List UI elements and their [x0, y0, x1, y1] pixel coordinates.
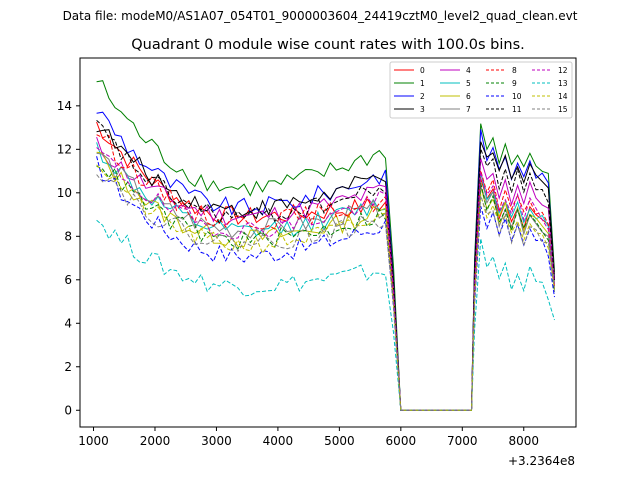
legend-label-4: 4	[466, 66, 471, 75]
series-line-15	[96, 174, 555, 411]
legend-label-11: 11	[512, 105, 522, 114]
x-tick-label: 4000	[263, 434, 294, 448]
y-tick-label: 6	[64, 273, 72, 287]
legend-label-0: 0	[420, 66, 425, 75]
legend-label-13: 13	[558, 79, 568, 88]
y-axis: 0 2 4 6 8 10 12 14	[57, 99, 80, 417]
legend-label-10: 10	[512, 92, 522, 101]
x-tick-label: 6000	[386, 434, 417, 448]
series-line-3	[96, 129, 555, 411]
x-tick-label: 1000	[78, 434, 109, 448]
plot-lines	[96, 80, 555, 411]
y-tick-label: 2	[64, 360, 72, 374]
legend-label-14: 14	[558, 92, 568, 101]
y-tick-label: 14	[57, 99, 72, 113]
y-tick-label: 8	[64, 229, 72, 243]
y-tick-label: 10	[57, 186, 72, 200]
legend-box	[389, 61, 573, 119]
x-tick-label: 2000	[140, 434, 171, 448]
legend-label-7: 7	[466, 105, 471, 114]
y-tick-label: 0	[64, 403, 72, 417]
x-tick-label: 8000	[508, 434, 539, 448]
series-line-6	[96, 151, 555, 411]
x-tick-label: 7000	[447, 434, 478, 448]
legend-label-5: 5	[466, 79, 471, 88]
chart-title: Quadrant 0 module wise count rates with …	[131, 37, 525, 53]
legend-label-9: 9	[512, 79, 517, 88]
series-line-12	[96, 147, 555, 411]
series-line-2	[96, 111, 555, 411]
legend-label-12: 12	[558, 66, 568, 75]
series-line-11	[96, 120, 555, 411]
legend-label-6: 6	[466, 92, 471, 101]
x-axis: 1000 2000 3000 4000 5000 6000 7000 8000	[78, 427, 539, 448]
data-file-label: Data file: modeM0/AS1A07_054T01_90000036…	[63, 9, 578, 23]
x-tick-label: 5000	[324, 434, 355, 448]
legend-label-8: 8	[512, 66, 517, 75]
series-line-5	[96, 142, 555, 411]
y-tick-label: 12	[57, 142, 72, 156]
series-line-1	[96, 80, 555, 411]
legend-label-1: 1	[420, 79, 425, 88]
series-line-8	[96, 134, 555, 411]
series-line-14	[96, 164, 555, 411]
series-line-9	[96, 165, 555, 411]
x-tick-label: 3000	[201, 434, 232, 448]
legend-label-15: 15	[558, 105, 568, 114]
series-line-13	[96, 219, 555, 411]
legend-label-2: 2	[420, 92, 425, 101]
x-offset-label: +3.2364e8	[508, 454, 575, 468]
series-line-7	[96, 152, 555, 411]
series-line-0	[96, 121, 555, 411]
series-line-10	[96, 156, 555, 411]
plot-frame	[79, 57, 577, 428]
legend-label-3: 3	[420, 105, 425, 114]
y-tick-label: 4	[64, 316, 72, 330]
series-line-4	[96, 136, 555, 411]
